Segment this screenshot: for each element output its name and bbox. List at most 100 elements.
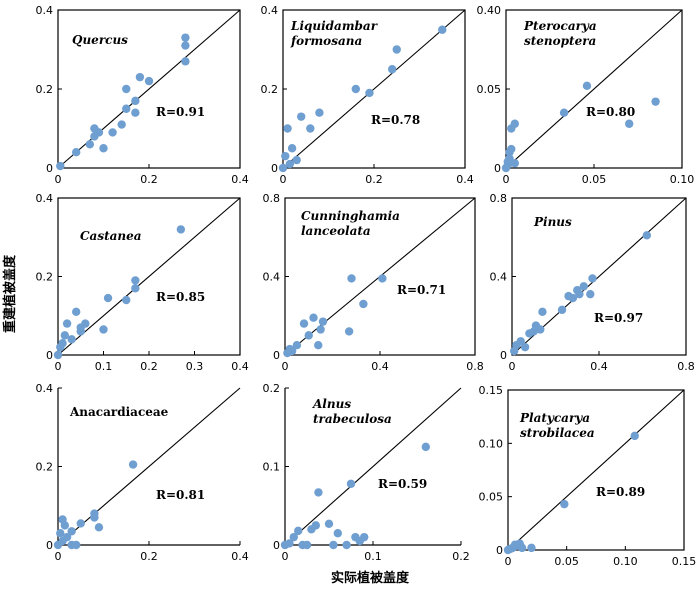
data-point	[517, 543, 527, 553]
taxon-label: Platycarya strobilacea	[519, 411, 595, 440]
data-point	[122, 84, 131, 94]
x-tick-label: 0.4	[371, 360, 389, 373]
data-point	[128, 460, 138, 469]
data-point	[388, 65, 397, 74]
y-tick-label: 0.1	[263, 461, 281, 474]
scatter-panel-5: 0 0.4 0.8 0 0.4 0.8 Cunninghamia lanceolata R=0.…	[263, 192, 484, 373]
data-point	[510, 159, 519, 168]
y-tick-label: 0	[46, 162, 53, 175]
data-point	[122, 104, 131, 113]
x-tick-label: 0.1	[364, 550, 382, 563]
x-tick-label: 0.2	[140, 173, 158, 186]
data-point	[392, 45, 401, 54]
x-tick-label: 0	[282, 360, 289, 373]
x-tick-label: 0.1	[95, 360, 113, 373]
taxon-label: Anacardiaceae	[69, 405, 169, 419]
data-point	[117, 120, 126, 129]
y-tick-label: 0.2	[263, 382, 281, 395]
x-tick-label: 0	[55, 173, 62, 186]
scatter-panel-7: 0 0.2 0.4 0 0.2 0.4 Anacardiaceae R=0.81	[36, 382, 249, 563]
y-tick-label: 0	[494, 162, 501, 175]
y-tick-label: 0.40	[477, 4, 502, 17]
x-tick-label: 0.05	[582, 173, 607, 186]
x-axis-title: 实际植被盖度	[331, 570, 410, 586]
data-point	[299, 319, 309, 328]
data-point	[575, 289, 584, 299]
data-point	[527, 543, 536, 553]
taxon-label: Alnus trabeculosa	[312, 397, 392, 426]
taxon-label-line: Cunninghamia	[301, 209, 400, 223]
r-value: R=0.85	[156, 290, 205, 304]
x-tick-label: 0	[280, 173, 287, 186]
data-point	[131, 276, 140, 285]
data-point	[135, 72, 145, 82]
data-point	[586, 289, 595, 299]
one-to-one-line	[282, 9, 466, 169]
scatter-panel-6: 0 0.4 0.8 0 0.4 0.8 Pinus R=0.97	[490, 192, 695, 373]
y-tick-label: 0.4	[263, 271, 281, 284]
taxon-label: Pinus	[533, 215, 572, 229]
data-point	[294, 526, 303, 536]
y-tick-label: 0.4	[36, 4, 54, 17]
scatter-panel-9: 0 0.05 0.10 0.15 0 0.05 0.10 0.15 Platycarya stro…	[479, 384, 697, 568]
x-tick-label: 0.4	[456, 173, 474, 186]
x-tick-label: 0.8	[677, 360, 695, 373]
r-value: R=0.59	[378, 477, 427, 491]
taxon-label: Quercus	[72, 33, 128, 47]
data-point	[72, 307, 81, 317]
taxon-label-line: Pinus	[533, 215, 572, 229]
y-tick-label: 0	[46, 539, 53, 552]
y-tick-label: 0.2	[36, 83, 54, 96]
x-tick-label: 0.3	[186, 360, 204, 373]
data-point	[538, 307, 547, 317]
scatter-panel-2: 0 0.2 0.4 0 0.2 0.4 Liquidambar formosana R=0.78	[261, 4, 474, 186]
data-point	[144, 76, 154, 86]
data-point	[181, 33, 190, 42]
data-point	[181, 41, 190, 50]
data-point	[85, 140, 95, 149]
data-point	[287, 346, 297, 356]
data-point	[283, 124, 292, 133]
y-axis-title: 重建植被盖度	[2, 254, 18, 333]
y-tick-label: 0	[271, 162, 278, 175]
data-point	[278, 163, 288, 173]
scatter-panel-1: 0 0.2 0.4 0 0.2 0.4 Quercus R=0.91	[36, 4, 249, 186]
data-point	[579, 282, 588, 291]
data-point	[520, 342, 530, 352]
y-tick-label: 0	[273, 539, 280, 552]
data-point	[438, 25, 447, 34]
data-point	[316, 325, 325, 334]
data-point	[582, 81, 592, 91]
data-point	[67, 527, 76, 536]
data-point	[81, 319, 90, 328]
data-point	[306, 124, 315, 133]
data-point	[311, 521, 320, 530]
scatter-panel-3: 0 0.05 0.10 0 0.05 0.40 Pterocarya stenoptera R=…	[477, 4, 695, 186]
data-point	[360, 532, 369, 542]
x-tick-label: 0.10	[613, 555, 638, 568]
data-point	[58, 339, 67, 348]
taxon-label-line: trabeculosa	[313, 412, 392, 426]
x-tick-label: 0.2	[365, 173, 383, 186]
data-point	[287, 144, 297, 153]
data-point	[329, 540, 338, 550]
data-point	[56, 529, 65, 538]
taxon-label-line: Castanea	[80, 229, 142, 243]
data-point	[342, 540, 351, 550]
data-point	[421, 442, 430, 452]
r-value: R=0.71	[397, 283, 446, 297]
taxon-label-line: Pterocarya	[523, 19, 597, 33]
y-tick-label: 0.2	[36, 461, 54, 474]
data-point	[516, 337, 525, 346]
data-point	[94, 523, 104, 532]
data-point	[281, 151, 290, 161]
data-point	[53, 350, 63, 360]
taxon-label-line: Quercus	[72, 33, 128, 47]
data-point	[314, 488, 323, 497]
data-point	[309, 313, 318, 322]
data-point	[510, 119, 519, 128]
data-point	[131, 284, 140, 293]
y-tick-label: 0	[273, 349, 280, 362]
data-point	[559, 108, 569, 117]
x-tick-label: 0	[55, 550, 62, 563]
